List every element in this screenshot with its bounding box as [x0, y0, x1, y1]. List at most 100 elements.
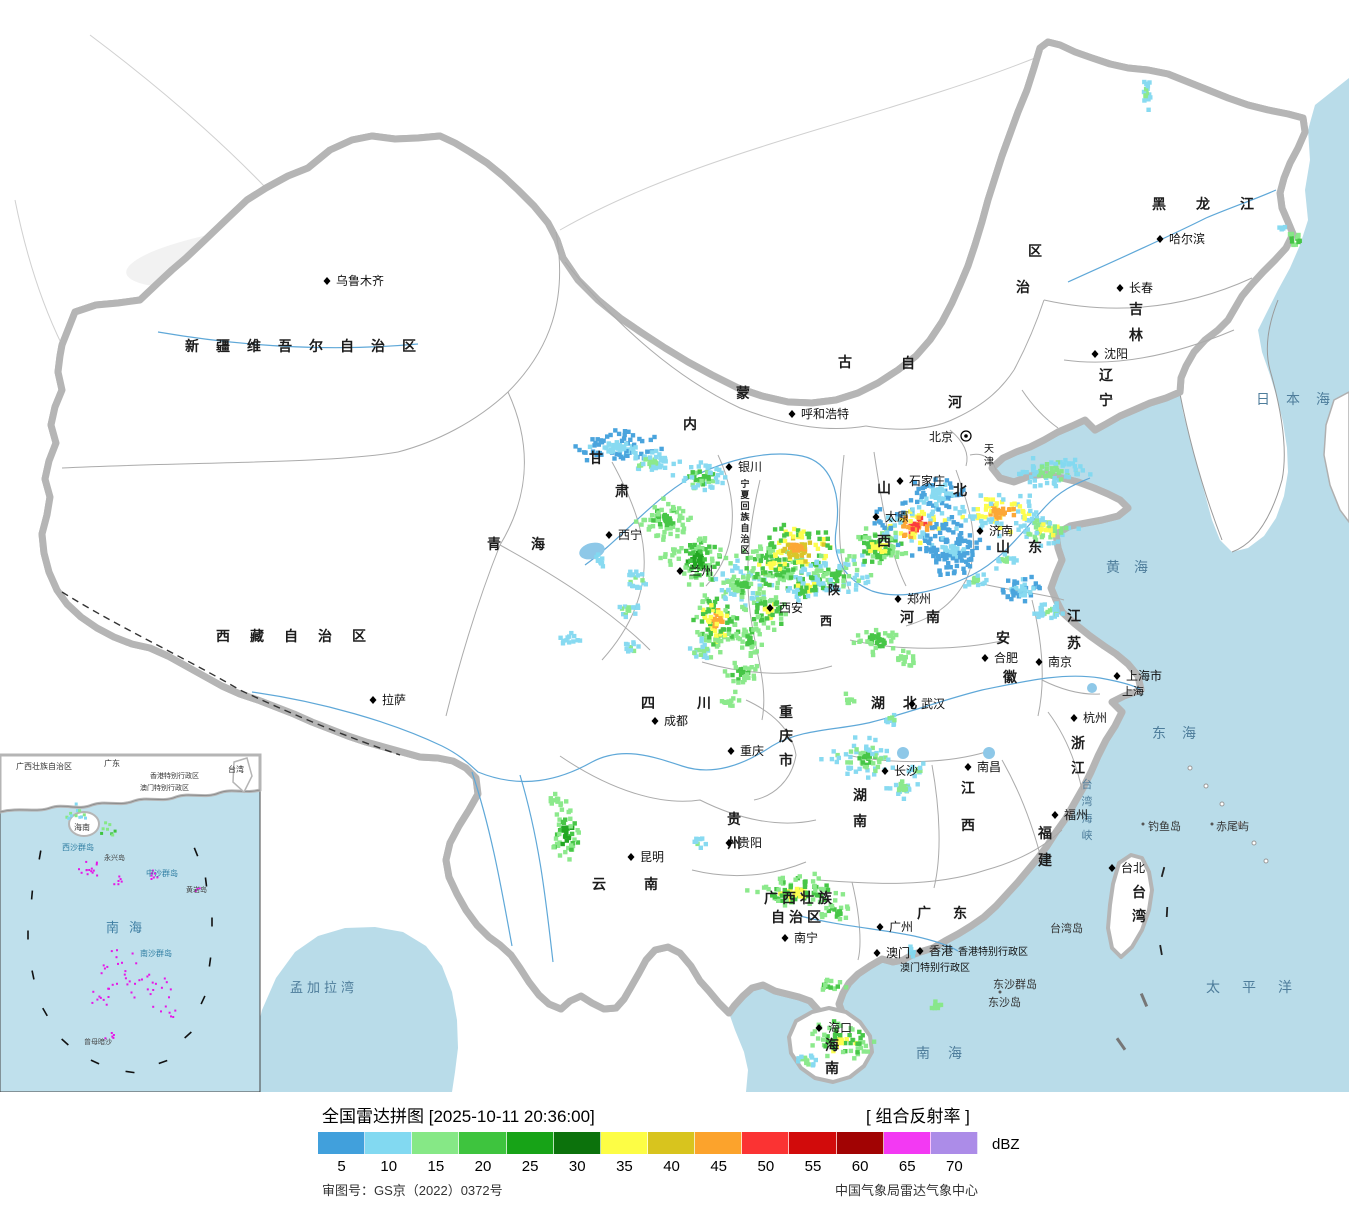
- sea-label: 东沙岛: [988, 995, 1021, 1009]
- city-label: 拉萨: [382, 692, 406, 707]
- city-label: 西宁: [618, 527, 642, 542]
- city-marker-icon: [894, 595, 902, 603]
- nine-dash-segment: [30, 890, 34, 900]
- capital-marker-icon: [960, 430, 972, 442]
- dbz-tick-labels: 5 10 15 20 25 30 35 40 45 50 55 60 65 70: [318, 1158, 978, 1175]
- province-label: 自: [740, 522, 749, 533]
- city-label: 南昌: [977, 759, 1001, 774]
- city-marker-icon: [981, 654, 989, 662]
- inset-radar-echoes: [65, 802, 117, 837]
- nine-dash-segment: [42, 1007, 48, 1017]
- foreign-borders: [14, 34, 1036, 346]
- sea-label: 南海: [916, 1045, 980, 1061]
- city-marker-icon: [896, 477, 904, 485]
- province-label: 州: [726, 835, 741, 851]
- sea-label: 赤尾屿: [1216, 820, 1249, 833]
- inset-label: 南海: [106, 920, 152, 935]
- dbz-tick: 10: [380, 1158, 398, 1175]
- province-label: 市: [779, 752, 793, 768]
- dbz-tick: 40: [663, 1158, 680, 1175]
- province-label: 夏: [739, 490, 750, 500]
- province-label: 广西壮族: [764, 890, 836, 906]
- city-marker-icon: [781, 934, 789, 942]
- boundary-dash: [1159, 944, 1163, 956]
- nine-dash-segment: [208, 957, 212, 967]
- sea-label: 黄海: [1106, 559, 1162, 575]
- city-label: 石家庄: [909, 473, 945, 488]
- nine-dash-segment: [158, 1059, 168, 1065]
- city-label: 济南: [989, 523, 1013, 538]
- nine-dash-segment: [200, 995, 206, 1005]
- dbz-color-segment: [459, 1132, 507, 1154]
- province-label: 浙: [1071, 735, 1085, 751]
- city-label: 津: [984, 456, 994, 468]
- inset-label: 黄岩岛: [186, 885, 207, 894]
- province-label: 湖北: [871, 695, 935, 711]
- province-label: 区: [1028, 243, 1042, 259]
- inset-reef-markers: [78, 860, 201, 1040]
- dbz-tick: 55: [804, 1158, 822, 1175]
- city-label: 西安: [779, 600, 803, 615]
- province-label: 族: [740, 511, 750, 522]
- city-marker-icon: [323, 277, 331, 285]
- city-marker-icon: [1108, 864, 1116, 872]
- bay-of-bengal: [250, 927, 458, 1092]
- province-label: 青海: [487, 536, 575, 552]
- dbz-tick: 70: [946, 1158, 963, 1175]
- city-marker-icon: [725, 839, 733, 847]
- nine-dash-segment: [38, 850, 42, 860]
- province-label: 广东: [917, 905, 989, 921]
- city-marker-icon: [1116, 284, 1124, 292]
- inset-label: 永兴岛: [104, 853, 125, 862]
- city-marker-icon: [916, 947, 924, 955]
- province-label: 西: [877, 533, 891, 549]
- city-label: 合肥: [994, 650, 1018, 665]
- city-label: 昆明: [640, 850, 664, 864]
- dbz-color-segment: [695, 1132, 743, 1154]
- province-label: 黑龙江: [1152, 196, 1284, 212]
- city-label: 成都: [664, 714, 688, 728]
- province-label: 蒙: [736, 385, 750, 401]
- city-marker-icon: [788, 410, 796, 418]
- province-label: 吉: [1129, 301, 1143, 317]
- city-marker-icon: [872, 513, 880, 521]
- dbz-color-segment: [836, 1132, 884, 1154]
- inset-label: 广东: [104, 758, 120, 768]
- city-label: 长春: [1129, 281, 1153, 295]
- city-label: 天: [984, 444, 994, 455]
- dbz-color-segment: [742, 1132, 790, 1154]
- city-marker-icon: [766, 604, 774, 612]
- inset-label: 中沙群岛: [146, 868, 178, 878]
- city-label: 上海市: [1126, 668, 1162, 683]
- sea-label: 湾: [1082, 794, 1093, 808]
- city-label: 澳门: [886, 945, 910, 960]
- province-label: 江: [1071, 760, 1085, 776]
- city-marker-icon: [727, 747, 735, 755]
- korea-coast: [1179, 299, 1285, 553]
- dbz-color-segment: [412, 1132, 460, 1154]
- nine-dash-segment: [31, 970, 35, 980]
- dbz-tick: 65: [898, 1158, 916, 1175]
- map-title: 全国雷达拼图 [2025-10-11 20:36:00]: [322, 1107, 595, 1126]
- capital-marker-icon: [964, 434, 968, 438]
- nine-dash-segment: [204, 877, 208, 887]
- sea-label: 东海: [1152, 725, 1212, 741]
- city-label: 乌鲁木齐: [336, 273, 384, 288]
- city-label: 福州: [1064, 807, 1088, 822]
- city-label: 长沙: [894, 764, 918, 778]
- radar-echoes: [548, 79, 1302, 1068]
- city-label: 广州: [889, 920, 913, 934]
- province-label: 古: [838, 354, 852, 370]
- nine-dash-segment: [184, 1031, 192, 1039]
- province-label: 山东: [996, 539, 1060, 555]
- city-label: 杭州: [1083, 710, 1107, 725]
- city-marker-icon: [976, 527, 984, 535]
- boundary-dash: [1139, 992, 1149, 1008]
- province-label: 北: [953, 482, 967, 498]
- nine-dash-segment: [193, 847, 199, 857]
- dbz-color-segment: [789, 1132, 837, 1154]
- province-label: 湾: [1132, 908, 1146, 924]
- city-marker-icon: [873, 949, 881, 957]
- city-label: 贵阳: [738, 836, 762, 850]
